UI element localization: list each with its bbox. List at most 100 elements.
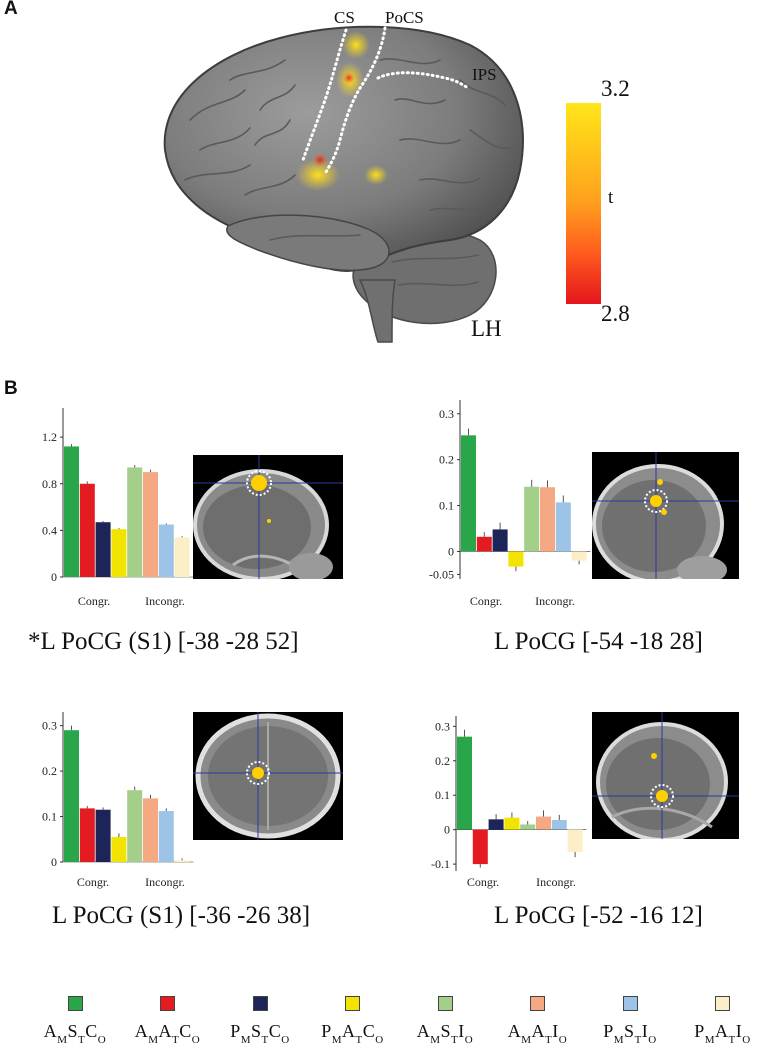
gyri-lines [184, 58, 511, 287]
bar-AMATCO [476, 536, 492, 552]
legend-swatch [345, 996, 360, 1011]
colorbar-t-label: t [608, 187, 614, 208]
bar-PMSTIO [551, 820, 567, 830]
colorbar-max-label: 3.2 [601, 76, 630, 101]
chart-title-2: L PoCG [-54 -18 28] [494, 628, 703, 655]
legend-item-PMATIO: PMATIO [678, 996, 768, 1046]
legend-label: PMSTIO [603, 1021, 657, 1046]
bar-AMSTIO [520, 824, 536, 830]
legend-swatch [67, 996, 83, 1011]
legend-item-PMSTIO: PMSTIO [585, 996, 675, 1046]
bar-AMSTCO [64, 730, 79, 862]
group-label-incongr: Incongr. [145, 875, 185, 889]
bar-AMSTCO [461, 435, 476, 552]
legend-swatch [715, 996, 730, 1011]
brain-slice-axial [193, 712, 343, 840]
y-tick-label: 0 [448, 544, 454, 558]
bar-AMATCO [472, 829, 488, 865]
bar-PMATCO [508, 551, 524, 567]
bar-AMATIO [540, 487, 555, 552]
y-tick-label: 0.2 [435, 754, 450, 768]
brain-surface-render [163, 25, 524, 343]
legend-label: PMATIO [694, 1021, 751, 1046]
bar-AMSTIO [127, 467, 143, 577]
group-label-congr: Congr. [78, 594, 110, 608]
sulcus-lines [301, 26, 470, 174]
group-label-incongr: Incongr. [535, 594, 575, 608]
bar-AMSTIO [127, 790, 143, 862]
panel-a-letter: A [4, 0, 18, 19]
y-tick-label: 0.3 [435, 719, 450, 733]
temporal-lobe [226, 214, 390, 272]
bar-PMSTIO [158, 524, 174, 577]
bar-AMATCO [79, 808, 95, 862]
legend-label: PMATCO [321, 1021, 384, 1046]
chart-title-4: L PoCG [-52 -16 12] [494, 902, 703, 929]
brain-slice-sagittal-2 [592, 452, 739, 579]
y-tick-label: 0 [51, 855, 57, 869]
legend-item-AMSTIO: AMSTIO [400, 996, 490, 1046]
legend-label: AMATIO [507, 1021, 568, 1046]
y-tick-label: 1.2 [42, 430, 57, 444]
brain-slice-sagittal-3 [592, 712, 739, 839]
y-tick-label: 0.4 [42, 523, 57, 537]
group-label-congr: Congr. [77, 875, 109, 889]
legend-item-AMATCO: AMATCO [123, 996, 213, 1046]
y-tick-label: 0 [444, 823, 450, 837]
brainstem [358, 279, 396, 343]
bar-PMATIO [571, 551, 587, 561]
bar-PMSTCO [95, 809, 111, 862]
bar-AMSTIO [524, 486, 540, 552]
legend-swatch [252, 996, 268, 1011]
legend: AMSTCO AMATCO PMSTCO PMATCO AMSTIO AMATIO PMST… [0, 996, 768, 1046]
legend-item-PMSTCO: PMSTCO [215, 996, 305, 1046]
legend-swatch [437, 996, 453, 1011]
legend-item-AMATIO: AMATIO [493, 996, 583, 1046]
legend-item-AMSTCO: AMSTCO [30, 996, 120, 1046]
panel-b-letter: B [4, 378, 18, 399]
y-tick-label: 0.1 [42, 810, 57, 824]
colorbar-min-label: 2.8 [601, 301, 630, 326]
group-label-congr: Congr. [470, 594, 502, 608]
bar-PMATCO [504, 817, 520, 830]
bar-PMSTCO [95, 522, 111, 577]
bar-AMATIO [143, 798, 158, 862]
bar-AMATCO [79, 483, 95, 577]
postcentral-sulcus-line [324, 26, 387, 174]
bar-AMSTCO [64, 446, 79, 577]
chart-title-1: *L PoCG (S1) [-38 -28 52] [28, 628, 299, 655]
bar-PMATIO [174, 860, 190, 862]
bar-PMSTIO [158, 811, 174, 862]
ips-label: IPS [472, 65, 497, 84]
legend-swatch [622, 996, 638, 1011]
pocs-label: PoCS [385, 8, 424, 27]
bar-AMSTCO [457, 736, 472, 830]
group-label-congr: Congr. [467, 875, 499, 889]
y-tick-label: 0.2 [42, 764, 57, 778]
y-tick-label: 0.8 [42, 477, 57, 491]
lh-label: LH [471, 316, 502, 341]
bar-PMATCO [111, 529, 127, 577]
legend-swatch [530, 996, 545, 1011]
bar-PMATCO [111, 837, 127, 862]
y-tick-label: 0.1 [439, 499, 454, 513]
legend-swatch [160, 996, 175, 1011]
cs-label: CS [334, 8, 355, 27]
bar-PMATIO [567, 829, 583, 853]
y-tick-label: -0.1 [431, 857, 450, 871]
bar-AMATIO [536, 816, 551, 830]
y-tick-label: 0.3 [42, 719, 57, 733]
intraparietal-sulcus-line [376, 71, 470, 90]
chart-title-3: L PoCG (S1) [-36 -26 38] [52, 902, 311, 929]
y-tick-label: -0.05 [429, 567, 454, 581]
y-tick-label: 0.3 [439, 407, 454, 421]
legend-label: PMSTCO [230, 1021, 290, 1046]
group-label-incongr: Incongr. [536, 875, 576, 889]
legend-item-PMATCO: PMATCO [308, 996, 398, 1046]
bar-PMATIO [174, 537, 190, 577]
bar-PMSTCO [488, 819, 504, 830]
central-sulcus-line [301, 28, 348, 162]
legend-label: AMSTIO [416, 1021, 474, 1046]
group-label-incongr: Incongr. [145, 594, 185, 608]
